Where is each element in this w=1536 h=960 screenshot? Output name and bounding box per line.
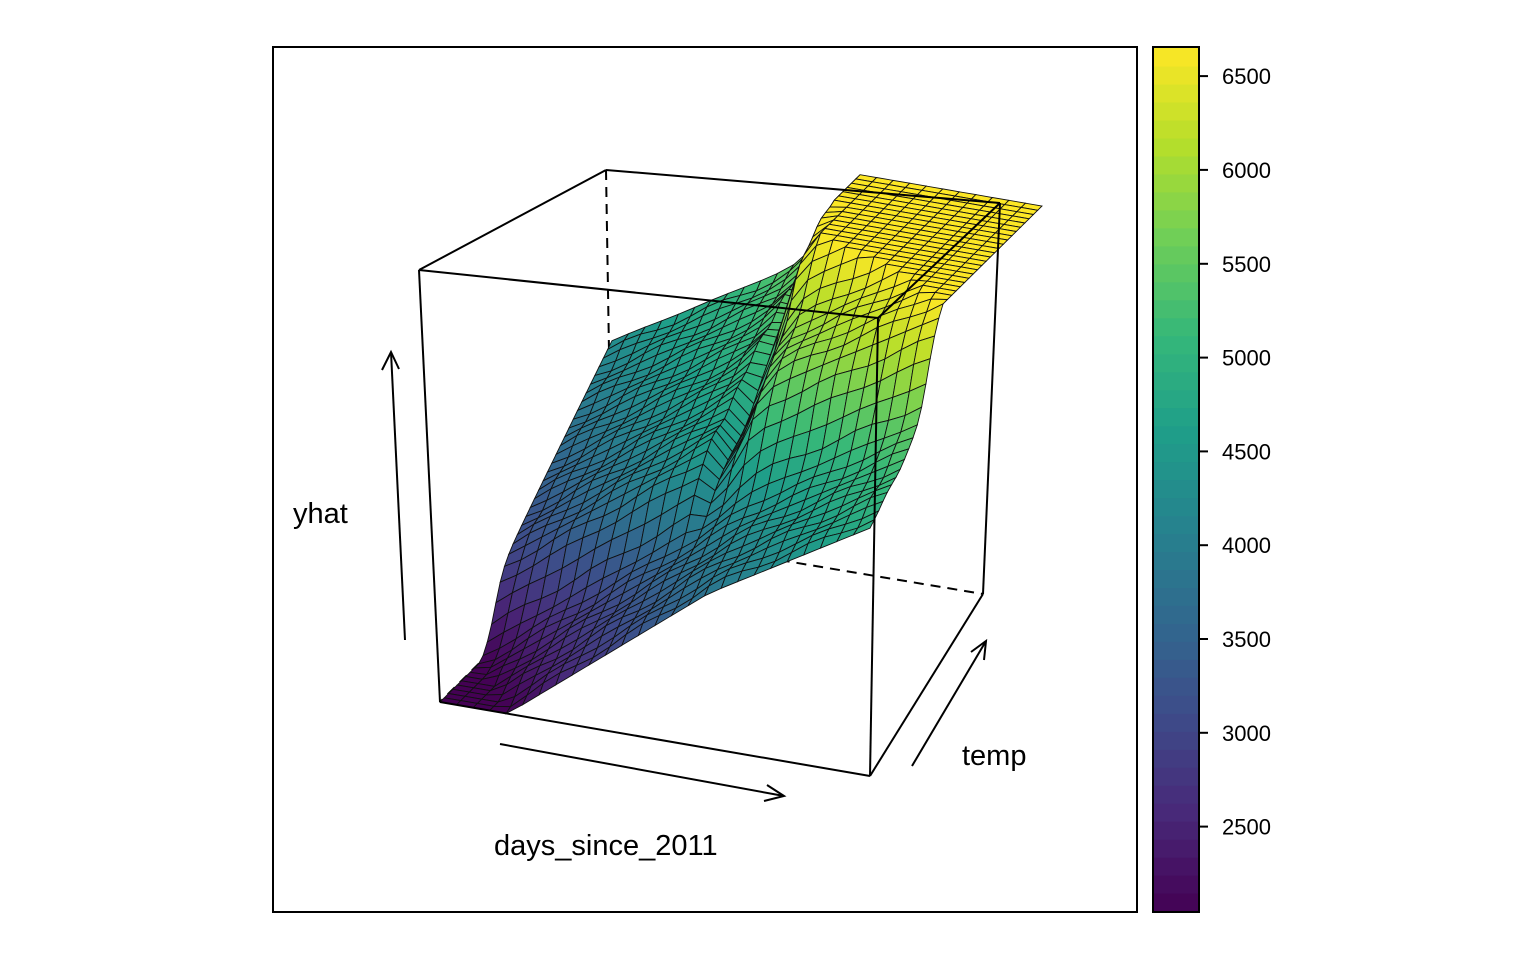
colorbar-segment (1154, 371, 1198, 391)
colorbar-tick-label: 4000 (1222, 533, 1271, 558)
colorbar-segment (1154, 335, 1198, 355)
colorbar-segment (1154, 641, 1198, 660)
colorbar-segment (1154, 659, 1198, 678)
colorbar-segment (1154, 65, 1198, 85)
colorbar-segment (1154, 389, 1198, 409)
y-axis-arrow (911, 640, 987, 767)
box-top-back-edge (605, 169, 1001, 204)
axis-arrows (381, 349, 988, 802)
colorbar-segment (1154, 48, 1198, 67)
colorbar-tick-label: 6000 (1222, 158, 1271, 183)
colorbar-segment (1154, 731, 1198, 750)
colorbar-segment (1154, 785, 1198, 804)
colorbar-segment (1154, 803, 1198, 822)
x-axis-arrowhead (763, 784, 787, 802)
colorbar-segment (1154, 227, 1198, 247)
surface-mesh (439, 174, 1043, 715)
colorbar-tick-label: 5500 (1222, 252, 1271, 277)
colorbar-segment (1154, 623, 1198, 642)
colorbar-tick-label: 3500 (1222, 627, 1271, 652)
box-back-vertical-edge (605, 169, 613, 533)
colorbar-segment (1154, 749, 1198, 768)
colorbar-tick-label: 3000 (1222, 721, 1271, 746)
colorbar-segment (1154, 83, 1198, 103)
box-top-right-edge (877, 202, 1001, 319)
box-back-bottom-edge (611, 531, 984, 595)
colorbar-segment (1154, 263, 1198, 283)
z-axis-arrow (390, 351, 406, 641)
colorbar-segment (1154, 443, 1198, 463)
colorbar-segment (1154, 839, 1198, 858)
box-left-front-edge (418, 269, 441, 703)
box-front-vertical-edge (869, 317, 879, 777)
colorbar-segment (1154, 155, 1198, 175)
colorbar-segment (1154, 137, 1198, 157)
colorbar-segment (1154, 479, 1198, 499)
colorbar-segment (1154, 515, 1198, 535)
colorbar-segment (1154, 119, 1198, 139)
colorbar-segment (1154, 695, 1198, 714)
colorbar-segment (1154, 173, 1198, 193)
colorbar-tick-label: 2500 (1222, 815, 1271, 840)
plot-frame (272, 46, 1138, 913)
colorbar-tick-label: 4500 (1222, 439, 1271, 464)
box-bottom-right-edge (869, 593, 984, 777)
colorbar-segment (1154, 101, 1198, 121)
x-axis-label: days_since_2011 (494, 830, 718, 862)
colorbar-segment (1154, 461, 1198, 481)
colorbar-segment (1154, 569, 1198, 588)
colorbar-segment (1154, 605, 1198, 624)
colorbar-segment (1154, 425, 1198, 445)
colorbar-segment (1154, 353, 1198, 373)
colorbar-segment (1154, 533, 1198, 553)
colorbar-segment (1154, 317, 1198, 337)
colorbar-segment (1154, 857, 1198, 876)
colorbar-segment (1154, 281, 1198, 301)
colorbar-segment (1154, 209, 1198, 229)
box-top-front-edge (418, 269, 879, 319)
colorbar-segment (1154, 821, 1198, 840)
colorbar-segment (1154, 497, 1198, 517)
box-right-vertical-edge (982, 202, 1001, 595)
colorbar-segment (1154, 677, 1198, 696)
colorbar (1154, 48, 1198, 912)
colorbar-segment (1154, 713, 1198, 732)
y-axis-arrowhead (970, 638, 988, 661)
colorbar-segment (1154, 299, 1198, 319)
colorbar-frame (1152, 46, 1200, 913)
box-top-left-edge (418, 169, 607, 271)
z-axis-arrowhead (381, 349, 400, 371)
colorbar-segment (1154, 587, 1198, 606)
colorbar-segment (1154, 407, 1198, 427)
colorbar-segment (1154, 551, 1198, 570)
z-axis-label: yhat (293, 498, 348, 530)
x-axis-arrow (499, 743, 785, 797)
colorbar-tick-label: 6500 (1222, 64, 1271, 89)
box-bottom-front-edge (439, 701, 871, 777)
colorbar-segment (1154, 893, 1198, 912)
colorbar-ticks: 2500 3000 3500 4000 4500 5000 5500 6000 6500 (1199, 64, 1271, 840)
box-front-edges (418, 169, 1001, 777)
colorbar-segment (1154, 245, 1198, 265)
colorbar-segment (1154, 875, 1198, 894)
colorbar-segment (1154, 191, 1198, 211)
colorbar-tick-label: 5000 (1222, 346, 1271, 371)
y-axis-label: temp (962, 740, 1026, 772)
colorbar-segment (1154, 767, 1198, 786)
